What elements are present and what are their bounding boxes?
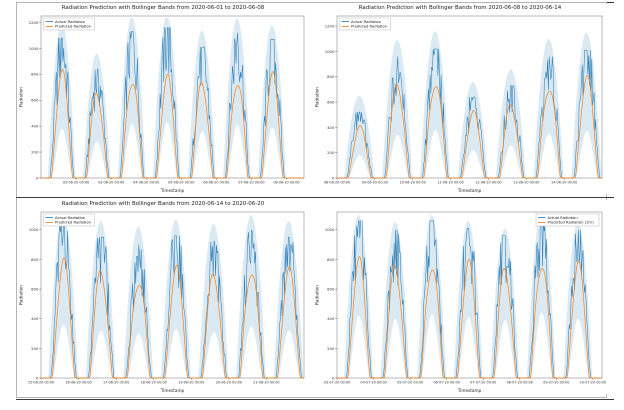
chart-panel-june-01-08: Radiation Prediction with Bollinger Band… [17,4,309,194]
legend-label: Actual Radiation [55,20,86,24]
chart-panel-july-03-10: 0 200 400 600 800 1000 03-07-20 00:00 04-07-20 … [313,200,607,394]
x-axis-label: Timestamp [457,188,482,193]
y-axis-label: Radiation [315,285,320,305]
svg-text:04-07-20 00:00: 04-07-20 00:00 [360,381,386,385]
chart-panel-june-08-14: Radiation Prediction with Bollinger Band… [313,4,607,194]
svg-text:11-06-20 00:00: 11-06-20 00:00 [437,181,463,185]
svg-text:08-06-20 00:00: 08-06-20 00:00 [324,181,350,185]
legend-label: Actual Radiation [548,216,579,220]
svg-text:04-06-20 00:00: 04-06-20 00:00 [133,181,159,185]
chart-panel-june-14-20: Radiation Prediction with Bollinger Band… [17,200,309,394]
svg-text:17-06-20 00:00: 17-06-20 00:00 [103,381,129,385]
svg-text:400: 400 [31,124,39,129]
svg-text:200: 200 [327,150,335,155]
chart-title: Radiation Prediction with Bollinger Band… [61,5,265,11]
chart-title: Radiation Prediction with Bollinger Band… [61,201,265,207]
svg-text:200: 200 [327,346,335,351]
svg-text:0: 0 [332,175,335,180]
svg-text:09-06-20 00:00: 09-06-20 00:00 [362,181,388,185]
svg-text:1000: 1000 [325,227,335,232]
svg-text:16-06-20 00:00: 16-06-20 00:00 [65,381,91,385]
legend-label: Predicted Radiation [351,25,388,29]
svg-text:19-06-20 00:00: 19-06-20 00:00 [178,381,204,385]
x-axis-label: Timestamp [457,388,482,393]
svg-text:0: 0 [36,175,39,180]
svg-text:800: 800 [327,74,335,79]
svg-text:600: 600 [327,99,335,104]
svg-text:1200: 1200 [325,24,335,29]
svg-text:600: 600 [327,286,335,291]
svg-text:21-06-20 00:00: 21-06-20 00:00 [253,381,279,385]
svg-text:600: 600 [31,286,39,291]
predicted-radiation-line [337,256,602,379]
svg-text:10-06-20 00:00: 10-06-20 00:00 [400,181,426,185]
chart-canvas: 0 200 400 600 800 1000 1200 02-06-20 00:00 03-06… [19,15,305,193]
svg-text:07-06-20 00:00: 07-06-20 00:00 [238,181,264,185]
svg-text:800: 800 [31,257,39,262]
bollinger-band [41,213,304,378]
svg-text:12-06-20 00:00: 12-06-20 00:00 [475,181,501,185]
chart-canvas: 0 200 400 600 800 1000 1200 08-06-20 00:00 09-06… [315,15,603,193]
legend-box [535,213,600,227]
x-axis-label: Timestamp [160,388,185,393]
svg-text:09-07-20 00:00: 09-07-20 00:00 [543,381,569,385]
predicted-radiation-line [41,68,304,179]
svg-text:1000: 1000 [325,49,335,54]
legend-label: Predicted Radiation [55,221,92,225]
svg-text:05-07-20 00:00: 05-07-20 00:00 [397,381,423,385]
legend-label: Predicted Radiation (1hr) [548,221,595,225]
divider-line-bottom [16,399,614,400]
legend-label: Actual Radiation [351,20,382,24]
y-axis-label: Radiation [19,87,24,107]
svg-text:08-07-20 00:00: 08-07-20 00:00 [507,381,533,385]
chart-title: Radiation Prediction with Bollinger Band… [358,5,562,11]
svg-text:200: 200 [31,346,39,351]
svg-text:07-07-20 00:00: 07-07-20 00:00 [470,381,496,385]
svg-text:08-06-20 00:00: 08-06-20 00:00 [273,181,299,185]
svg-text:400: 400 [327,316,335,321]
svg-text:200: 200 [31,149,39,154]
svg-text:600: 600 [31,98,39,103]
svg-text:15-06-20 00:00: 15-06-20 00:00 [28,381,54,385]
y-axis-label: Radiation [19,285,24,305]
svg-text:02-06-20 00:00: 02-06-20 00:00 [63,181,89,185]
svg-text:0: 0 [36,375,39,380]
axes-box [40,15,305,179]
svg-text:03-07-20 00:00: 03-07-20 00:00 [324,381,350,385]
svg-text:05-06-20 00:00: 05-06-20 00:00 [168,181,194,185]
y-axis-label: Radiation [315,87,320,107]
svg-text:0: 0 [332,375,335,380]
legend-box [43,213,95,227]
svg-text:14-06-20 00:00: 14-06-20 00:00 [551,181,577,185]
chart-canvas: 0 200 400 600 800 1000 03-07-20 00:00 04-07-20 … [315,211,606,393]
svg-text:1000: 1000 [29,46,39,51]
predicted-radiation-line [41,257,304,379]
svg-text:800: 800 [31,72,39,77]
legend-label: Predicted Radiation [55,25,92,29]
chart-title [313,200,607,209]
svg-text:06-07-20 00:00: 06-07-20 00:00 [434,381,460,385]
predicted-radiation-line [337,74,602,179]
divider-line-middle [16,197,614,198]
svg-text:20-06-20 00:00: 20-06-20 00:00 [216,381,242,385]
svg-text:10-07-20 00:00: 10-07-20 00:00 [580,381,606,385]
svg-text:800: 800 [327,257,335,262]
svg-text:13-06-20 00:00: 13-06-20 00:00 [513,181,539,185]
svg-text:06-06-20 00:00: 06-06-20 00:00 [203,181,229,185]
legend-label: Actual Radiation [55,216,86,220]
x-axis-label: Timestamp [160,188,185,193]
svg-text:1000: 1000 [29,227,39,232]
legend-box [43,17,95,31]
svg-text:03-06-20 00:00: 03-06-20 00:00 [98,181,124,185]
svg-text:400: 400 [327,125,335,130]
svg-text:18-06-20 00:00: 18-06-20 00:00 [141,381,167,385]
chart-canvas: 0 200 400 600 800 1000 15-06-20 00:00 16-06-20 … [19,211,305,393]
svg-text:1200: 1200 [29,20,39,25]
legend-box [339,17,391,31]
svg-text:400: 400 [31,316,39,321]
